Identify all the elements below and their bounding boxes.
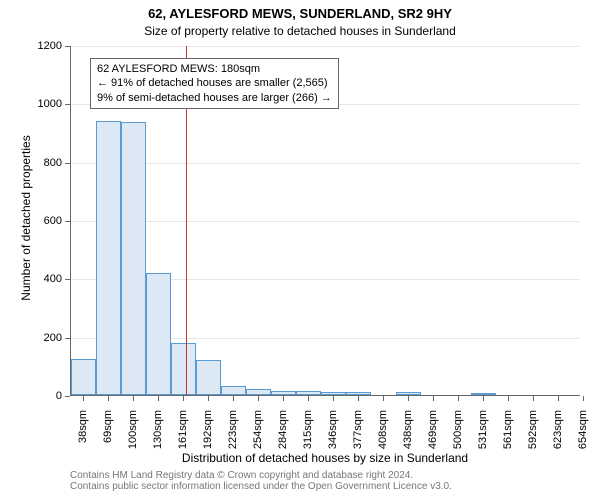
histogram-bar xyxy=(296,391,321,395)
x-tick-label: 284sqm xyxy=(277,410,289,460)
x-tick-mark xyxy=(458,396,459,401)
x-tick-label: 531sqm xyxy=(477,410,489,460)
chart-subtitle: Size of property relative to detached ho… xyxy=(0,24,600,38)
x-tick-label: 438sqm xyxy=(402,410,414,460)
x-tick-mark xyxy=(108,396,109,401)
y-tick-mark xyxy=(65,104,70,105)
y-tick-mark xyxy=(65,46,70,47)
x-tick-mark xyxy=(208,396,209,401)
y-tick-mark xyxy=(65,163,70,164)
x-tick-label: 346sqm xyxy=(327,410,339,460)
x-tick-label: 192sqm xyxy=(202,410,214,460)
gridline xyxy=(71,163,580,164)
x-tick-mark xyxy=(233,396,234,401)
histogram-bar xyxy=(171,343,196,396)
y-tick-label: 1200 xyxy=(0,40,62,52)
x-tick-label: 161sqm xyxy=(177,410,189,460)
y-tick-label: 0 xyxy=(0,390,62,402)
annotation-line: 62 AYLESFORD MEWS: 180sqm xyxy=(97,62,332,76)
x-tick-label: 469sqm xyxy=(427,410,439,460)
y-tick-label: 600 xyxy=(0,215,62,227)
y-tick-label: 200 xyxy=(0,332,62,344)
x-tick-label: 654sqm xyxy=(577,410,589,460)
y-tick-mark xyxy=(65,221,70,222)
annotation-line: ← 91% of detached houses are smaller (2,… xyxy=(97,76,332,90)
x-tick-mark xyxy=(308,396,309,401)
x-tick-label: 561sqm xyxy=(502,410,514,460)
y-tick-label: 800 xyxy=(0,157,62,169)
y-tick-label: 400 xyxy=(0,273,62,285)
x-tick-label: 223sqm xyxy=(227,410,239,460)
histogram-bar xyxy=(271,391,296,395)
x-tick-label: 592sqm xyxy=(527,410,539,460)
histogram-bar xyxy=(146,273,171,396)
x-tick-mark xyxy=(183,396,184,401)
histogram-bar xyxy=(471,393,496,395)
x-tick-mark xyxy=(508,396,509,401)
x-tick-mark xyxy=(283,396,284,401)
x-tick-label: 377sqm xyxy=(352,410,364,460)
histogram-bar xyxy=(96,121,121,395)
x-tick-label: 315sqm xyxy=(302,410,314,460)
x-tick-label: 38sqm xyxy=(77,410,89,460)
x-tick-mark xyxy=(333,396,334,401)
histogram-bar xyxy=(196,360,221,395)
x-tick-label: 500sqm xyxy=(452,410,464,460)
x-tick-mark xyxy=(158,396,159,401)
x-tick-mark xyxy=(583,396,584,401)
x-tick-label: 623sqm xyxy=(552,410,564,460)
x-tick-label: 69sqm xyxy=(102,410,114,460)
x-tick-mark xyxy=(258,396,259,401)
annotation-box: 62 AYLESFORD MEWS: 180sqm← 91% of detach… xyxy=(90,58,339,109)
chart-supertitle: 62, AYLESFORD MEWS, SUNDERLAND, SR2 9HY xyxy=(0,6,600,21)
x-tick-mark xyxy=(433,396,434,401)
histogram-bar xyxy=(346,392,371,395)
histogram-bar xyxy=(221,386,246,395)
y-tick-label: 1000 xyxy=(0,98,62,110)
annotation-line: 9% of semi-detached houses are larger (2… xyxy=(97,91,332,105)
chart-container: 62, AYLESFORD MEWS, SUNDERLAND, SR2 9HY … xyxy=(0,0,600,500)
histogram-bar xyxy=(71,359,96,395)
x-tick-mark xyxy=(83,396,84,401)
x-tick-mark xyxy=(483,396,484,401)
x-tick-mark xyxy=(383,396,384,401)
x-tick-label: 408sqm xyxy=(377,410,389,460)
footer-text: Contains HM Land Registry data © Crown c… xyxy=(70,470,452,492)
gridline xyxy=(71,46,580,47)
histogram-bar xyxy=(121,122,146,395)
x-tick-mark xyxy=(558,396,559,401)
histogram-bar xyxy=(321,392,346,395)
y-tick-mark xyxy=(65,338,70,339)
histogram-bar xyxy=(246,389,271,395)
x-tick-mark xyxy=(408,396,409,401)
x-tick-mark xyxy=(533,396,534,401)
x-tick-label: 130sqm xyxy=(152,410,164,460)
y-tick-mark xyxy=(65,279,70,280)
x-tick-label: 254sqm xyxy=(252,410,264,460)
histogram-bar xyxy=(396,392,421,395)
y-tick-mark xyxy=(65,396,70,397)
x-tick-mark xyxy=(133,396,134,401)
gridline xyxy=(71,221,580,222)
x-tick-label: 100sqm xyxy=(127,410,139,460)
x-tick-mark xyxy=(358,396,359,401)
